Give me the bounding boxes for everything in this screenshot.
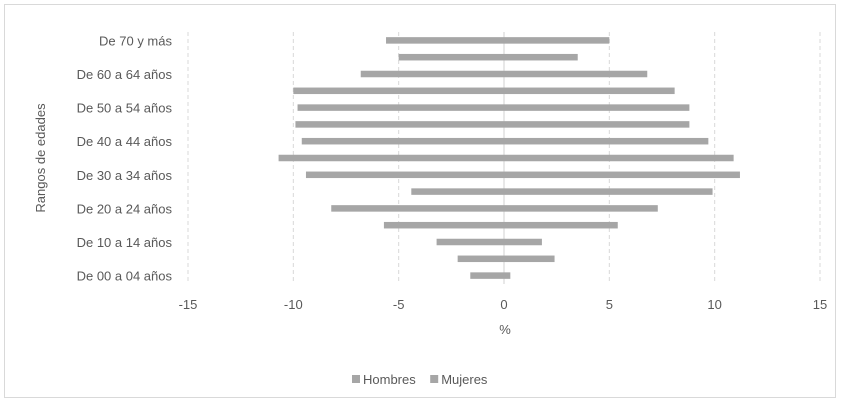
legend-label-mujeres: Mujeres [441, 372, 488, 387]
legend-label-hombres: Hombres [363, 372, 416, 387]
x-axis-title: % [499, 322, 511, 337]
y-tick-labels: De 00 a 04 años De 10 a 14 años De 20 a 24… [77, 33, 173, 283]
x-tick-labels: -15 -10 -5 0 5 10 15 [179, 297, 828, 312]
bar-hombres-14 [386, 37, 504, 44]
bar-mujeres-1 [504, 255, 555, 263]
bar-mujeres-6 [504, 171, 740, 179]
legend-swatch-hombres [352, 375, 360, 383]
bar-hombres-4 [331, 205, 504, 212]
bar-hombres-13 [398, 53, 504, 61]
y-tick-label-12: De 60 a 64 años [77, 67, 173, 82]
bar-mujeres-7 [504, 154, 734, 162]
bar-hombres-11 [293, 87, 504, 95]
bar-hombres-2 [436, 238, 504, 246]
bars [278, 37, 740, 279]
bar-mujeres-12 [504, 70, 648, 78]
bar-mujeres-13 [504, 53, 578, 61]
y-tick-label-6: De 30 a 34 años [77, 168, 173, 183]
bar-mujeres-8 [504, 137, 709, 145]
x-tick-label-15: 15 [813, 297, 827, 312]
x-tick-label-neg15: -15 [179, 297, 198, 312]
y-tick-label-14: De 70 y más [99, 33, 172, 48]
y-tick-label-2: De 10 a 14 años [77, 235, 173, 250]
y-tick-label-8: De 40 a 44 años [77, 134, 173, 149]
y-axis-title: Rangos de edades [33, 103, 48, 213]
bar-mujeres-3 [504, 221, 618, 229]
y-tick-label-10: De 50 a 54 años [77, 101, 173, 116]
y-tick-label-0: De 00 a 04 años [77, 269, 173, 284]
bar-mujeres-5 [504, 188, 713, 195]
bar-mujeres-4 [504, 205, 658, 212]
bar-hombres-9 [295, 121, 504, 128]
x-tick-label-neg10: -10 [284, 297, 303, 312]
bar-mujeres-10 [504, 104, 690, 111]
bar-hombres-0 [470, 272, 504, 279]
bar-mujeres-14 [504, 37, 610, 44]
bar-hombres-6 [305, 171, 504, 179]
bar-mujeres-9 [504, 121, 690, 128]
bar-hombres-5 [411, 188, 504, 195]
legend: Hombres Mujeres [352, 372, 488, 387]
x-tick-label-10: 10 [707, 297, 721, 312]
legend-swatch-mujeres [430, 375, 439, 383]
bar-mujeres-11 [504, 87, 675, 95]
chart-frame [4, 4, 836, 398]
x-tick-label-neg5: -5 [393, 297, 405, 312]
y-tick-label-4: De 20 a 24 años [77, 201, 173, 216]
x-tick-label-0: 0 [500, 297, 507, 312]
bar-hombres-3 [383, 221, 504, 229]
bar-hombres-8 [301, 137, 504, 145]
bar-hombres-1 [457, 255, 504, 263]
bar-hombres-7 [278, 154, 504, 162]
x-tick-label-5: 5 [606, 297, 613, 312]
bar-hombres-12 [360, 70, 504, 78]
bar-mujeres-2 [504, 238, 542, 246]
bar-mujeres-0 [504, 272, 511, 279]
bar-hombres-10 [297, 104, 504, 111]
